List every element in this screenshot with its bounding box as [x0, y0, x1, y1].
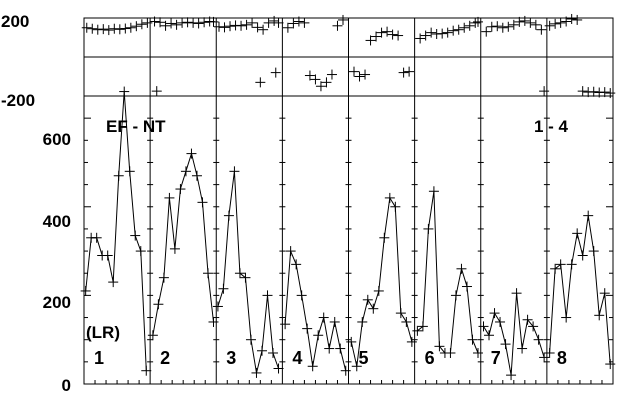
panel-label-4: 4	[292, 348, 302, 368]
series-line-panel-4	[284, 250, 347, 371]
panel-label-7: 7	[491, 348, 501, 368]
panel-label-5: 5	[359, 348, 369, 368]
main-ytick-0: 0	[62, 376, 71, 395]
panel-label-8: 8	[557, 348, 567, 368]
series-line-panel-2	[152, 151, 214, 336]
panel-label-6: 6	[425, 348, 435, 368]
annotation-right: 1 - 4	[534, 117, 569, 136]
series-line-panel-3	[217, 171, 279, 374]
main-plot-marks	[80, 86, 616, 381]
panel-label-2: 2	[160, 348, 170, 368]
main-ytick-600: 600	[43, 130, 71, 149]
panel-label-1: 1	[94, 348, 104, 368]
main-ytick-200: 200	[43, 293, 71, 312]
chart-frames	[83, 17, 614, 385]
main-ytick-400: 400	[43, 212, 71, 231]
annotation-left: EF - NT	[106, 117, 166, 136]
series-line-panel-8	[549, 215, 611, 365]
panel-label-3: 3	[226, 348, 236, 368]
top-ytick-200: 200	[1, 12, 29, 31]
panel-labels: 1 2 3 4 5 6 7 8	[94, 348, 567, 368]
unit-label: (LR)	[86, 323, 120, 342]
series-line-panel-7	[483, 293, 545, 376]
series-line-panel-6	[417, 191, 479, 354]
top-strip-marks	[81, 13, 616, 99]
top-ytick-minus200: -200	[1, 91, 35, 110]
series-line-panel-5	[350, 196, 413, 367]
chart-ticks	[84, 95, 613, 385]
